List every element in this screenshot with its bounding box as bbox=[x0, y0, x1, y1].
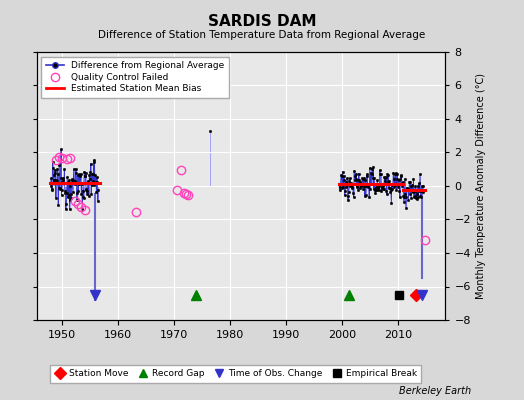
Y-axis label: Monthly Temperature Anomaly Difference (°C): Monthly Temperature Anomaly Difference (… bbox=[476, 73, 486, 299]
Text: Difference of Station Temperature Data from Regional Average: Difference of Station Temperature Data f… bbox=[99, 30, 425, 40]
Legend: Station Move, Record Gap, Time of Obs. Change, Empirical Break: Station Move, Record Gap, Time of Obs. C… bbox=[50, 365, 421, 383]
Text: SARDIS DAM: SARDIS DAM bbox=[208, 14, 316, 29]
Legend: Difference from Regional Average, Quality Control Failed, Estimated Station Mean: Difference from Regional Average, Qualit… bbox=[41, 56, 229, 98]
Text: Berkeley Earth: Berkeley Earth bbox=[399, 386, 472, 396]
